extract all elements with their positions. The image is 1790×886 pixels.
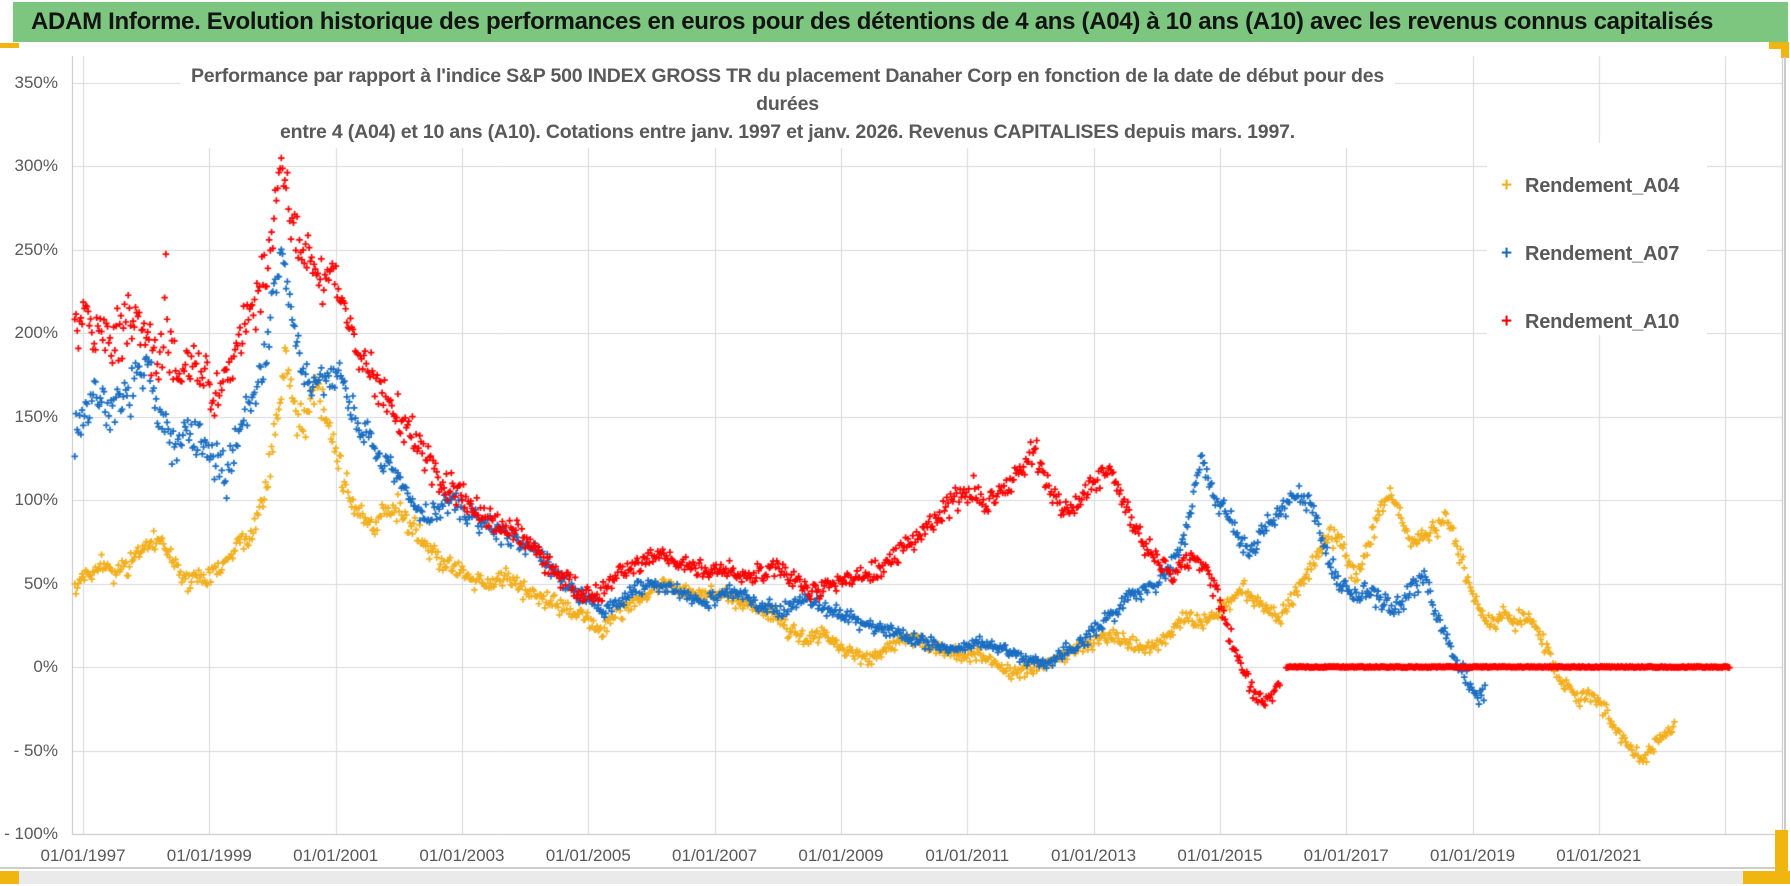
y-axis-tick-label: 350% bbox=[14, 72, 58, 92]
legend-item-rendement-a10[interactable]: + Rendement_A10 bbox=[1487, 309, 1707, 335]
legend-item-rendement-a07[interactable]: + Rendement_A07 bbox=[1487, 241, 1707, 267]
y-axis-tick-label: 300% bbox=[14, 156, 58, 175]
x-axis-tick-label: 01/01/2011 bbox=[925, 846, 1010, 865]
y-axis-tick-label: 150% bbox=[14, 406, 58, 426]
legend-label: Rendement_A10 bbox=[1525, 310, 1680, 333]
chart-legend[interactable]: + Rendement_A04 + Rendement_A07 + Rendem… bbox=[1487, 143, 1707, 335]
plus-marker-icon: + bbox=[1501, 243, 1513, 264]
y-axis-tick-label: 0% bbox=[33, 657, 58, 676]
y-axis-tick-label: - 50% bbox=[13, 740, 58, 760]
chart-title-line2: entre 4 (A04) et 10 ans (A10). Cotations… bbox=[280, 121, 1295, 143]
x-axis-tick-label: 01/01/1999 bbox=[166, 846, 252, 865]
y-axis-tick-label: 50% bbox=[23, 573, 58, 593]
chart-title-line1: Performance par rapport à l'indice S&P 5… bbox=[190, 65, 1385, 115]
scrollbar-gold-left bbox=[0, 871, 19, 884]
x-axis-tick-label: 01/01/2019 bbox=[1429, 846, 1516, 865]
legend-label: Rendement_A04 bbox=[1525, 174, 1680, 197]
horizontal-scrollbar[interactable] bbox=[0, 871, 1790, 884]
scrollbar-gold-corner bbox=[1775, 830, 1788, 884]
x-axis-tick-label: 01/01/2017 bbox=[1303, 846, 1389, 865]
x-axis-tick-label: 01/01/2003 bbox=[419, 846, 505, 865]
plus-marker-icon: + bbox=[1501, 175, 1513, 196]
x-axis-tick-label: 01/01/2013 bbox=[1051, 846, 1137, 865]
frame-border-right bbox=[1784, 57, 1786, 867]
x-axis-tick-label: 01/01/1997 bbox=[40, 846, 126, 865]
x-axis-tick-label: 01/01/2015 bbox=[1177, 846, 1263, 865]
x-axis-tick-label: 01/01/2021 bbox=[1556, 846, 1642, 865]
x-axis-tick-label: 01/01/2009 bbox=[798, 846, 884, 865]
x-axis-tick-label: 01/01/2005 bbox=[545, 846, 631, 865]
x-axis-tick-label: 01/01/2007 bbox=[672, 846, 758, 865]
legend-item-rendement-a04[interactable]: + Rendement_A04 bbox=[1487, 173, 1707, 199]
chart-title: Performance par rapport à l'indice S&P 5… bbox=[180, 56, 1395, 148]
y-axis-tick-label: 100% bbox=[14, 490, 58, 509]
x-axis-tick-label: 01/01/2001 bbox=[293, 846, 379, 865]
frame-border-bottom bbox=[0, 867, 1786, 869]
legend-label: Rendement_A07 bbox=[1525, 242, 1680, 265]
y-axis-tick-label: 200% bbox=[14, 323, 58, 342]
y-axis-tick-label: 250% bbox=[14, 239, 58, 259]
y-axis-tick-label: - 100% bbox=[4, 824, 58, 843]
plus-marker-icon: + bbox=[1501, 311, 1513, 332]
